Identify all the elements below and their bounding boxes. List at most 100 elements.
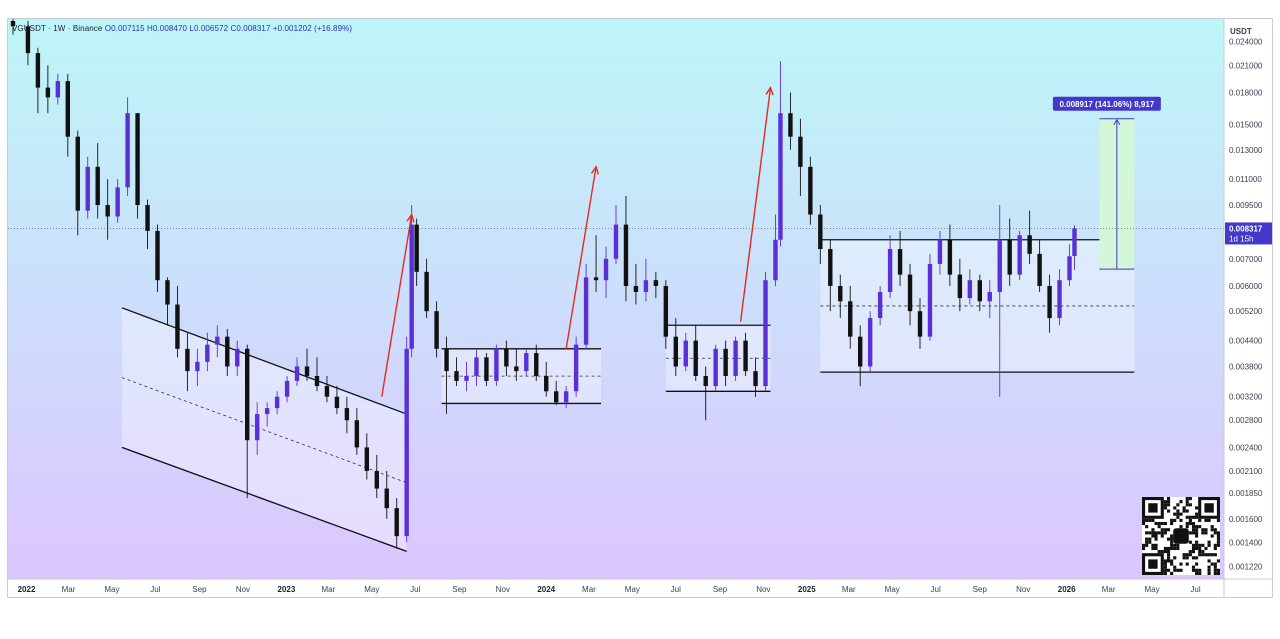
candle-body (185, 348, 190, 372)
symbol-name[interactable]: VGUSDT (12, 24, 46, 33)
candle (947, 224, 953, 286)
qr-module (1201, 553, 1205, 557)
candle-body (653, 280, 659, 286)
candle-body (1057, 280, 1062, 319)
candle-body (354, 420, 360, 448)
time-tick-label: Sep (713, 585, 728, 594)
qr-module (1213, 568, 1217, 572)
qr-module (1160, 521, 1164, 526)
price-tick-label: 0.007000 (1229, 255, 1263, 264)
qr-module (1201, 543, 1205, 547)
qr-module (1176, 512, 1180, 516)
qr-module (1185, 500, 1189, 504)
qr-module (1210, 553, 1214, 557)
move-arrow-line (565, 166, 597, 349)
candle-body (254, 414, 260, 441)
candle-body (464, 375, 469, 381)
candle (867, 311, 873, 372)
qr-module (1157, 550, 1161, 554)
candle-body (404, 348, 409, 537)
qr-module (1166, 497, 1171, 501)
price-chart[interactable]: 0.008917 (141.06%) 8,917 USDT 0.024000 0.0… (8, 19, 1273, 598)
qr-module (1170, 518, 1174, 522)
qr-module (1151, 518, 1155, 522)
candle-body (773, 239, 778, 281)
qr-module (1173, 518, 1177, 522)
qr-module (1185, 521, 1189, 526)
candle-body (474, 357, 479, 376)
qr-module (1216, 543, 1220, 547)
candle (643, 258, 649, 302)
candle-body (553, 391, 559, 403)
channel-fill (121, 307, 407, 552)
candle-body (1067, 256, 1072, 281)
candle-body (788, 113, 793, 137)
price-tick-label: 0.006000 (1229, 282, 1263, 291)
candle-body (583, 277, 589, 345)
qr-module (1163, 546, 1167, 551)
qr-module (1160, 528, 1164, 532)
qr-module (1173, 565, 1177, 569)
candle-body (374, 470, 379, 489)
qr-module (1198, 571, 1202, 575)
candle-body (593, 277, 599, 281)
candle-body (394, 508, 399, 537)
qr-module (1195, 556, 1199, 560)
qr-module (1166, 537, 1171, 541)
price-axis[interactable]: USDT 0.024000 0.021000 0.018000 0.015000 0.01… (1225, 27, 1273, 572)
qr-module (1145, 518, 1149, 522)
currency-label: USDT (1230, 27, 1252, 36)
channel-upper-line (121, 307, 407, 415)
qr-module (1176, 568, 1180, 572)
candle-body (753, 371, 758, 387)
candle (145, 199, 150, 250)
candle-body (828, 249, 833, 286)
time-tick-label: May (885, 585, 900, 594)
qr-module (1185, 556, 1189, 560)
candle (115, 179, 120, 223)
candle-body (808, 166, 813, 215)
interval-label[interactable]: 1W (53, 24, 66, 33)
open-value: O0.007115 (104, 24, 145, 33)
candle (95, 143, 100, 219)
qr-module (1185, 553, 1189, 557)
candle (997, 205, 1002, 397)
candle-body (838, 285, 843, 302)
qr-module (1195, 543, 1199, 547)
candle-body (314, 375, 320, 387)
candle (284, 375, 290, 403)
qr-module (1173, 556, 1177, 560)
candle-body (215, 336, 220, 345)
qr-module (1176, 515, 1180, 519)
candle (10, 19, 16, 35)
candle (1027, 210, 1032, 264)
candle-body (175, 304, 180, 349)
candle (304, 348, 310, 381)
time-axis[interactable]: 2022 Mar May Jul Sep Nov 2023 Mar May Jul Sep Nov 20… (18, 585, 1201, 594)
qr-module (1166, 568, 1171, 572)
qr-module (1210, 534, 1214, 538)
candle (434, 301, 439, 358)
qr-module (1173, 512, 1177, 516)
measure-arrow-head (1113, 118, 1121, 126)
price-tick-label: 0.001220 (1229, 563, 1263, 572)
chart-frame[interactable]: 0.008917 (141.06%) 8,917 USDT 0.024000 0.0… (7, 18, 1273, 598)
candle-body (414, 224, 419, 272)
candle (653, 271, 659, 299)
candle (334, 386, 340, 415)
qr-module (1151, 546, 1155, 551)
qr-module (1188, 540, 1192, 544)
candle-body (75, 136, 80, 211)
qr-module (1195, 534, 1199, 538)
time-tick-label: Mar (1102, 585, 1116, 594)
qr-module (1182, 556, 1186, 560)
candle-body (693, 340, 698, 376)
qr-module (1170, 543, 1174, 547)
candle (235, 340, 240, 376)
candle (55, 73, 61, 105)
candle-body (524, 353, 529, 372)
candle (623, 195, 629, 302)
qr-module (1195, 546, 1199, 551)
candle (877, 285, 883, 326)
time-tick-label: Nov (756, 585, 770, 594)
